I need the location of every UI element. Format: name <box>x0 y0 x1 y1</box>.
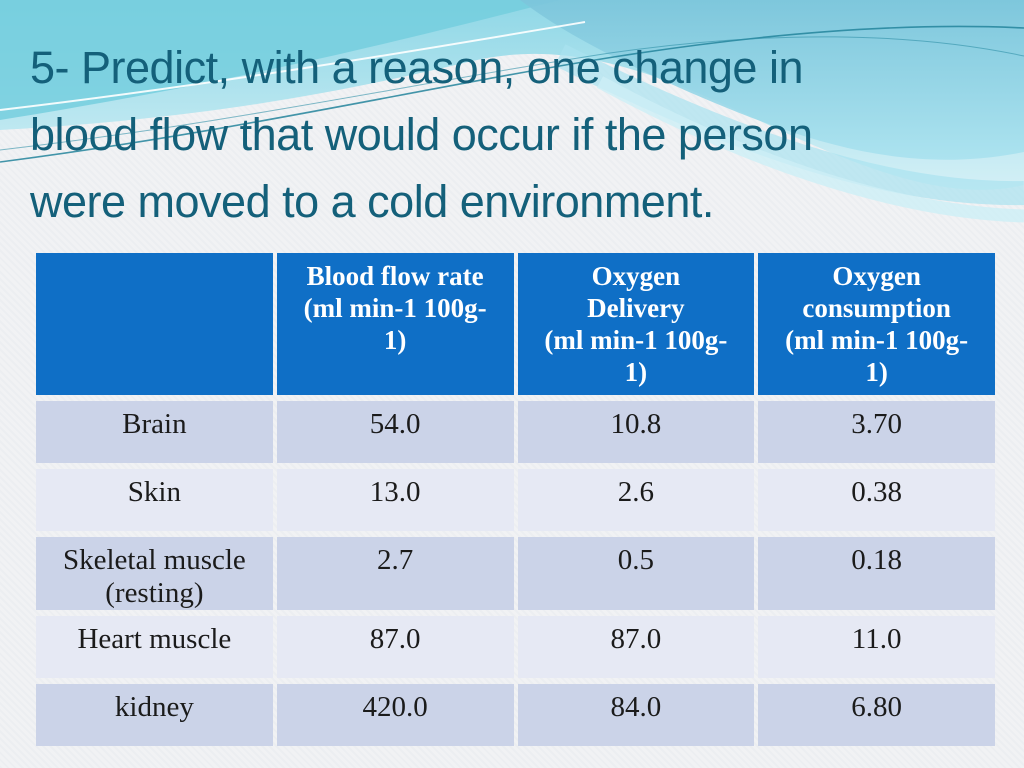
column-header-oxygen-consumption: Oxygen consumption (ml min-1 100g- 1) <box>758 253 995 395</box>
value-cell: 6.80 <box>758 684 995 746</box>
slide-title-line: were moved to a cold environment. <box>30 176 714 227</box>
blood-flow-table: Blood flow rate (ml min-1 100g- 1) Oxyge… <box>32 247 999 752</box>
value-cell: 0.38 <box>758 469 995 531</box>
header-line: Delivery <box>587 293 685 323</box>
header-line: 1) <box>865 357 888 387</box>
table-row: Heart muscle 87.0 87.0 11.0 <box>36 616 995 678</box>
header-line: 1) <box>383 325 407 355</box>
value-cell: 87.0 <box>276 616 514 678</box>
row-label-cell: kidney <box>36 684 273 746</box>
header-line: (ml min-1 100g- <box>303 293 487 323</box>
row-label-cell: Brain <box>36 401 273 463</box>
value-cell: 420.0 <box>276 684 514 746</box>
row-label-cell: Skin <box>36 469 273 531</box>
value-cell: 2.6 <box>517 469 755 531</box>
column-header-blood-flow-rate: Blood flow rate (ml min-1 100g- 1) <box>276 253 514 395</box>
header-line: Blood flow rate <box>306 261 484 291</box>
header-line: (ml min-1 100g- <box>544 325 728 355</box>
corner-cell <box>36 253 273 395</box>
header-line: Oxygen <box>591 261 681 291</box>
value-cell: 87.0 <box>517 616 755 678</box>
column-header-oxygen-delivery: Oxygen Delivery (ml min-1 100g- 1) <box>517 253 755 395</box>
header-line: 1) <box>624 357 648 387</box>
slide-title: 5- Predict, with a reason, one change in… <box>30 34 1000 235</box>
table-row: Skin 13.0 2.6 0.38 <box>36 469 995 531</box>
value-cell: 13.0 <box>276 469 514 531</box>
slide-title-line: blood flow that would occur if the perso… <box>30 109 813 160</box>
value-cell: 2.7 <box>276 537 514 610</box>
header-line: consumption <box>802 293 951 323</box>
row-label-cell: Heart muscle <box>36 616 273 678</box>
value-cell: 54.0 <box>276 401 514 463</box>
value-cell: 10.8 <box>517 401 755 463</box>
table-header-row: Blood flow rate (ml min-1 100g- 1) Oxyge… <box>36 253 995 395</box>
value-cell: 0.18 <box>758 537 995 610</box>
slide-title-line: 5- Predict, with a reason, one change in <box>30 42 803 93</box>
header-line: Oxygen <box>832 261 921 291</box>
value-cell: 84.0 <box>517 684 755 746</box>
table-row: kidney 420.0 84.0 6.80 <box>36 684 995 746</box>
table-row: Brain 54.0 10.8 3.70 <box>36 401 995 463</box>
row-label-cell: Skeletal muscle (resting) <box>36 537 273 610</box>
value-cell: 3.70 <box>758 401 995 463</box>
value-cell: 11.0 <box>758 616 995 678</box>
header-line: (ml min-1 100g- <box>785 325 969 355</box>
value-cell: 0.5 <box>517 537 755 610</box>
table-row: Skeletal muscle (resting) 2.7 0.5 0.18 <box>36 537 995 610</box>
